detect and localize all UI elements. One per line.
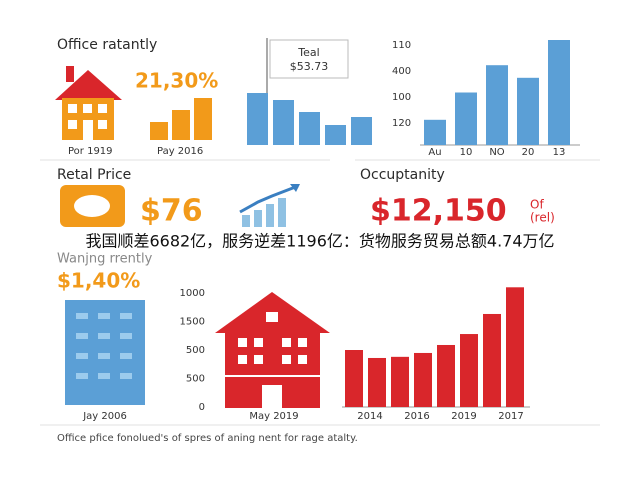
growth-icon bbox=[239, 184, 300, 227]
bar bbox=[517, 77, 539, 145]
bar bbox=[351, 117, 372, 145]
y-tick-label: 120 bbox=[392, 118, 411, 129]
house-icon bbox=[55, 66, 122, 140]
retail-icon bbox=[60, 185, 125, 227]
bar bbox=[299, 112, 320, 145]
building-icon bbox=[65, 300, 145, 405]
office-label: Pay 2016 bbox=[157, 146, 203, 157]
bar bbox=[150, 122, 168, 140]
bar bbox=[455, 92, 477, 145]
x-tick-label: 2017 bbox=[498, 411, 523, 422]
banner-bg bbox=[0, 230, 640, 254]
bar bbox=[460, 334, 478, 407]
tooltip-value: $53.73 bbox=[290, 60, 329, 73]
office-title: Office ratantly bbox=[57, 37, 157, 53]
bar bbox=[172, 110, 190, 140]
bar bbox=[424, 119, 446, 145]
y-tick-label: 400 bbox=[392, 66, 411, 77]
bottom-label: Jay 2006 bbox=[82, 411, 127, 422]
bar bbox=[506, 287, 524, 407]
bottom-subtitle: Wanjng rrently bbox=[57, 252, 153, 267]
bar bbox=[345, 350, 363, 407]
bottom-label: May 2019 bbox=[249, 411, 298, 422]
tooltip bbox=[269, 39, 349, 79]
bar bbox=[273, 100, 294, 145]
y-tick-label: 1500 bbox=[180, 317, 205, 328]
y-tick-label: 500 bbox=[186, 374, 205, 385]
occupancy-title: Occuptanity bbox=[360, 167, 445, 183]
bar bbox=[414, 352, 432, 407]
office-headline: 21,30% bbox=[135, 69, 218, 93]
occupancy-value: $12,150 bbox=[370, 194, 507, 229]
y-tick-label: 0 bbox=[199, 402, 205, 413]
x-tick-label: 2016 bbox=[404, 411, 429, 422]
bar bbox=[368, 357, 386, 407]
retail-title: Retal Price bbox=[57, 167, 131, 183]
bottom-headline: $1,40% bbox=[57, 269, 140, 293]
occupancy-note: Of bbox=[530, 198, 544, 212]
y-tick-label: 100 bbox=[392, 92, 411, 103]
x-tick-label: 20 bbox=[522, 147, 535, 158]
bar bbox=[325, 125, 346, 145]
footer: Office pfice fonolued's of spres of anin… bbox=[57, 433, 358, 444]
tooltip-name: Teal bbox=[297, 46, 319, 59]
bar bbox=[247, 93, 268, 145]
x-tick-label: Au bbox=[428, 147, 441, 158]
bar bbox=[483, 313, 501, 407]
y-tick-label: 1000 bbox=[180, 288, 205, 299]
retail-value: $76 bbox=[140, 194, 203, 229]
bar bbox=[194, 98, 212, 140]
bar bbox=[391, 356, 409, 407]
office-label: Por 1919 bbox=[68, 146, 113, 157]
banner: 我国顺差6682亿，服务逆差1196亿：货物服务贸易总额4.74万亿 bbox=[85, 232, 554, 251]
bar bbox=[548, 40, 570, 145]
bar bbox=[437, 344, 455, 407]
bar bbox=[486, 65, 508, 145]
red-house-icon bbox=[215, 292, 330, 408]
x-tick-label: 2019 bbox=[451, 411, 476, 422]
x-tick-label: 2014 bbox=[357, 411, 382, 422]
occupancy-note: (rel) bbox=[530, 211, 555, 225]
x-tick-label: 10 bbox=[460, 147, 473, 158]
x-tick-label: NO bbox=[489, 147, 504, 158]
x-tick-label: 13 bbox=[553, 147, 566, 158]
y-tick-label: 500 bbox=[186, 345, 205, 356]
y-tick-label: 110 bbox=[392, 40, 411, 51]
